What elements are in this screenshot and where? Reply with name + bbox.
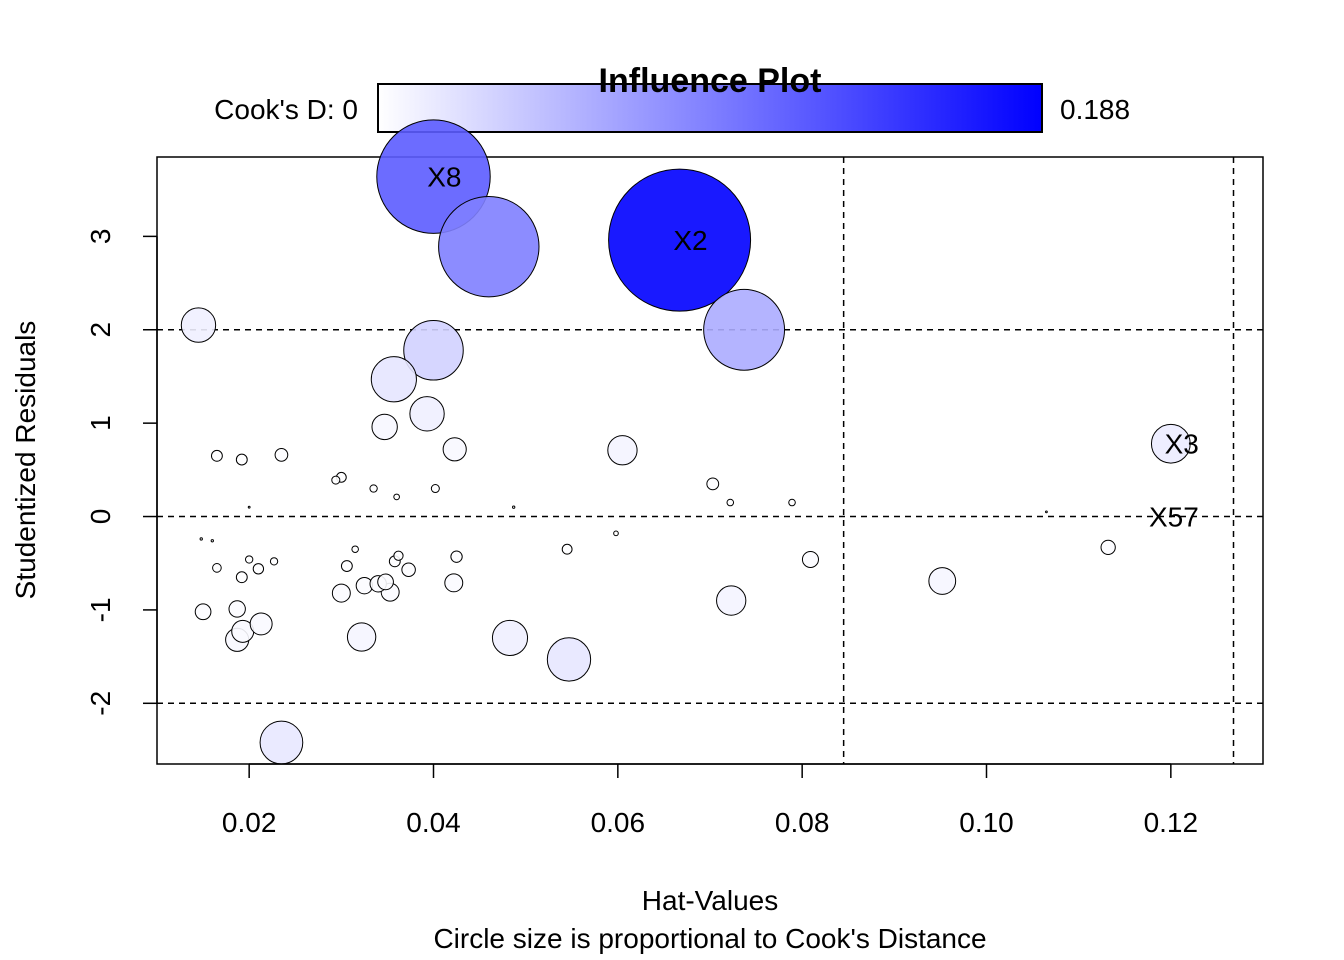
y-tick-label: 2 xyxy=(85,322,116,338)
data-point xyxy=(331,475,341,485)
x-tick-label: 0.04 xyxy=(406,807,461,838)
data-point xyxy=(409,396,445,432)
data-points xyxy=(180,119,1191,765)
data-point xyxy=(351,545,359,553)
data-point xyxy=(442,437,467,462)
y-tick-label: -1 xyxy=(85,597,116,622)
y-tick-label: 1 xyxy=(85,415,116,431)
data-point xyxy=(491,619,529,656)
data-point xyxy=(247,505,251,509)
data-point xyxy=(703,288,786,371)
data-point xyxy=(1100,539,1116,555)
data-point xyxy=(331,583,351,603)
y-tick-label: 0 xyxy=(85,509,116,525)
data-point xyxy=(346,622,377,652)
y-tick-label: -2 xyxy=(85,691,116,716)
y-axis: -2 -1 0 1 2 3 xyxy=(85,229,158,716)
data-point xyxy=(430,484,440,494)
data-point xyxy=(228,600,246,618)
data-point xyxy=(235,571,248,584)
data-point xyxy=(403,320,464,381)
data-point xyxy=(274,448,289,462)
data-point xyxy=(512,505,516,509)
x-axis: 0.02 0.04 0.06 0.08 0.10 0.12 xyxy=(222,763,1199,838)
data-point xyxy=(199,537,203,541)
y-tick-label: 3 xyxy=(85,229,116,245)
x-tick-label: 0.06 xyxy=(591,807,646,838)
data-point xyxy=(370,356,417,403)
data-point xyxy=(788,498,796,507)
data-point xyxy=(194,603,212,621)
data-point xyxy=(249,612,273,636)
data-point xyxy=(401,562,416,578)
data-point xyxy=(393,493,400,501)
x-tick-label: 0.12 xyxy=(1144,807,1199,838)
data-point xyxy=(212,563,222,573)
data-point xyxy=(369,484,378,493)
data-point xyxy=(245,555,254,564)
data-point xyxy=(726,498,735,507)
point-label: X3 xyxy=(1165,429,1199,460)
data-point xyxy=(928,567,957,595)
data-point xyxy=(1045,510,1048,514)
data-point xyxy=(377,573,394,591)
data-point xyxy=(210,449,223,462)
data-point xyxy=(259,720,304,765)
data-point xyxy=(1150,423,1191,464)
data-point xyxy=(706,477,720,491)
data-point xyxy=(608,168,752,312)
cooksd-colorbar xyxy=(377,83,1043,133)
data-point xyxy=(180,307,217,343)
chart-subtitle: Circle size is proportional to Cook's Di… xyxy=(433,923,986,954)
y-axis-label: Studentized Residuals xyxy=(10,321,41,600)
x-tick-label: 0.08 xyxy=(775,807,830,838)
data-point xyxy=(450,550,463,563)
data-point xyxy=(716,585,747,616)
x-tick-label: 0.02 xyxy=(222,807,277,838)
chart-title: Influence Plot xyxy=(599,62,822,100)
point-labels: X8 X2 X3 X57 xyxy=(427,162,1199,533)
data-point xyxy=(613,530,619,537)
x-tick-label: 0.10 xyxy=(959,807,1014,838)
data-point xyxy=(210,539,214,543)
data-point xyxy=(438,195,540,298)
x-axis-label: Hat-Values xyxy=(642,885,778,916)
data-point xyxy=(444,573,464,593)
data-point xyxy=(269,557,279,566)
legend-label-right: 0.188 xyxy=(1060,94,1130,125)
data-point xyxy=(546,637,592,682)
data-point xyxy=(393,550,404,561)
data-point xyxy=(252,563,265,575)
data-point xyxy=(801,550,819,569)
point-label: X2 xyxy=(673,225,707,256)
data-point xyxy=(371,413,398,441)
data-point xyxy=(561,543,573,555)
point-label: X57 xyxy=(1149,502,1199,533)
data-point xyxy=(235,453,248,466)
data-point xyxy=(607,435,638,466)
legend-label-left: Cook's D: 0 xyxy=(214,94,358,125)
point-label: X8 xyxy=(427,162,461,193)
data-point xyxy=(340,560,353,572)
